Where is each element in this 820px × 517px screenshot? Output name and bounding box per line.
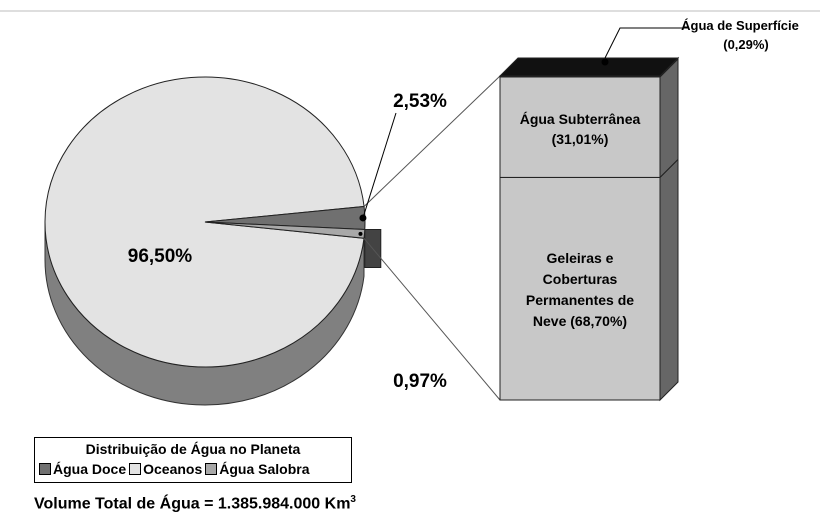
stacked-bar-chart — [498, 56, 680, 402]
total-volume-text: Volume Total de Água = 1.385.984.000 Km — [34, 495, 351, 513]
label-oceanos: 96,50% — [128, 246, 193, 267]
legend-label: Água Salobra — [219, 461, 310, 477]
label-agua-doce: 2,53% — [393, 91, 447, 112]
legend-label: Oceanos — [143, 461, 203, 477]
legend-items: Água Doce Oceanos Água Salobra — [39, 461, 313, 477]
label-agua-subterranea: Água Subterrânea — [520, 111, 641, 127]
label-agua-superficie: Água de Superfície — [681, 18, 799, 33]
connector-lines — [363, 75, 501, 401]
bar-side-1 — [659, 57, 679, 179]
connector-top — [363, 75, 501, 207]
slice-oceanos — [44, 76, 365, 368]
label-geleiras-line: Neve (68,70%) — [533, 313, 627, 329]
leader-agua-doce — [362, 112, 397, 219]
legend-label: Água Doce — [53, 461, 127, 477]
label-geleiras-line: Geleiras e — [547, 250, 614, 266]
legend: Distribuição de Água no Planeta Água Doc… — [34, 437, 352, 483]
total-volume-superscript: 3 — [350, 494, 356, 505]
legend-title: Distribuição de Água no Planeta — [85, 441, 301, 457]
legend-swatch — [129, 463, 142, 475]
bar-segment-2 — [499, 176, 661, 401]
legend-swatch — [39, 463, 51, 475]
bar-segment-1 — [499, 76, 661, 178]
legend-item-agua-doce: Água Doce — [39, 461, 126, 477]
leader-agua-superficie — [604, 27, 688, 59]
label-agua-subterranea-value: (31,01%) — [552, 131, 609, 147]
marker-agua-superficie — [601, 58, 609, 66]
connector-bottom — [363, 237, 501, 401]
marker-agua-salobra — [358, 231, 363, 236]
chart-labels: 96,50% 2,53% 0,97% Água Subterrânea (31,01%)… — [128, 18, 799, 392]
label-geleiras-line: Permanentes de — [526, 292, 634, 308]
slice-agua-salobra — [204, 221, 366, 239]
bar-top-agua-superficie — [498, 57, 680, 77]
legend-swatch — [205, 463, 218, 475]
legend-item-oceanos: Oceanos — [129, 461, 202, 477]
label-geleiras-line: Coberturas — [543, 271, 618, 287]
pie-chart — [44, 76, 382, 406]
bar-side-2 — [659, 158, 679, 402]
total-volume-note: Volume Total de Água = 1.385.984.000 Km3 — [34, 494, 356, 513]
label-agua-salobra: 0,97% — [393, 371, 447, 392]
legend-item-agua-salobra: Água Salobra — [205, 461, 310, 477]
label-agua-superficie-value: (0,29%) — [723, 37, 769, 52]
